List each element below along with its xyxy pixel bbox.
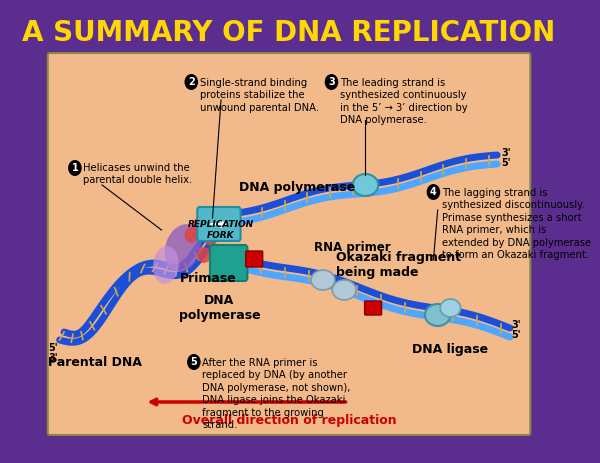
Text: 5: 5 — [190, 357, 197, 367]
Text: The lagging strand is
synthesized discontinuously.
Primase synthesizes a short
R: The lagging strand is synthesized discon… — [442, 188, 591, 260]
Text: Single-strand binding
proteins stabilize the
unwound parental DNA.: Single-strand binding proteins stabilize… — [200, 78, 319, 113]
Circle shape — [325, 74, 338, 90]
Text: Primase: Primase — [180, 271, 236, 284]
Text: Helicases unwind the
parental double helix.: Helicases unwind the parental double hel… — [83, 163, 193, 185]
Text: 4: 4 — [430, 187, 437, 197]
Text: 3': 3' — [502, 148, 511, 158]
FancyBboxPatch shape — [197, 207, 241, 241]
Circle shape — [185, 227, 198, 243]
Circle shape — [197, 247, 211, 263]
Text: DNA
polymerase: DNA polymerase — [179, 294, 260, 322]
Text: 1: 1 — [71, 163, 78, 173]
Text: 2: 2 — [188, 77, 194, 87]
Ellipse shape — [332, 280, 356, 300]
Text: 5': 5' — [512, 330, 521, 340]
Text: 3': 3' — [512, 320, 521, 330]
Ellipse shape — [311, 270, 335, 290]
Ellipse shape — [153, 246, 179, 284]
Ellipse shape — [425, 304, 451, 326]
Text: Okazaki fragment
being made: Okazaki fragment being made — [336, 251, 461, 279]
Text: 3': 3' — [48, 353, 58, 363]
Ellipse shape — [440, 299, 461, 317]
Text: DNA ligase: DNA ligase — [412, 344, 488, 357]
Text: 5': 5' — [48, 343, 58, 353]
Text: Overall direction of replication: Overall direction of replication — [182, 414, 397, 427]
Text: RNA primer: RNA primer — [314, 242, 391, 255]
FancyBboxPatch shape — [365, 301, 382, 315]
Text: DNA polymerase: DNA polymerase — [239, 181, 356, 194]
Text: Parental DNA: Parental DNA — [49, 357, 142, 369]
Circle shape — [187, 354, 200, 370]
Text: A SUMMARY OF DNA REPLICATION: A SUMMARY OF DNA REPLICATION — [22, 19, 556, 47]
Circle shape — [427, 184, 440, 200]
Text: REPLICATION
FORK: REPLICATION FORK — [188, 220, 254, 240]
FancyBboxPatch shape — [210, 245, 247, 281]
Circle shape — [193, 217, 206, 233]
Text: 5': 5' — [502, 158, 511, 168]
Circle shape — [68, 160, 82, 176]
Circle shape — [185, 74, 198, 90]
FancyBboxPatch shape — [245, 251, 263, 267]
Text: The leading strand is
synthesized continuously
in the 5’ → 3’ direction by
DNA p: The leading strand is synthesized contin… — [340, 78, 467, 125]
Text: After the RNA primer is
replaced by DNA (by another
DNA polymerase, not shown),
: After the RNA primer is replaced by DNA … — [202, 358, 351, 430]
Text: 3: 3 — [328, 77, 335, 87]
Circle shape — [204, 230, 218, 246]
FancyBboxPatch shape — [48, 53, 530, 435]
Ellipse shape — [164, 224, 201, 272]
Ellipse shape — [353, 174, 378, 196]
